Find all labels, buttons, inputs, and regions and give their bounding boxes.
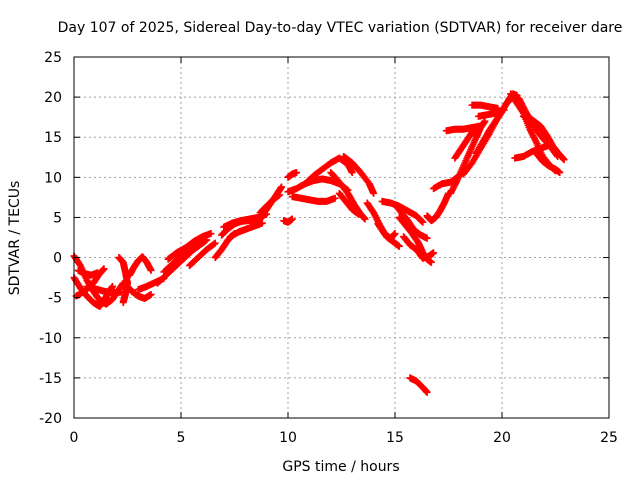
data-point-marker xyxy=(430,249,438,257)
axis-ticks: 0 5 10 15 20 25 -20 -15 -10 -5 0 5 10 15 20 25 xyxy=(39,50,618,446)
x-axis-label: GPS time / hours xyxy=(282,459,399,475)
data-track xyxy=(164,229,215,263)
data-point-marker xyxy=(119,298,127,306)
data-point-marker xyxy=(293,169,301,177)
data-track xyxy=(391,201,431,242)
x-tick-label: 5 xyxy=(177,430,186,446)
data-point-marker xyxy=(370,189,378,197)
data-track xyxy=(532,149,564,177)
x-tick-label: 20 xyxy=(493,430,511,446)
data-track xyxy=(335,189,363,218)
y-tick-label: -5 xyxy=(48,291,62,307)
y-tick-label: -15 xyxy=(39,371,62,387)
data-track xyxy=(442,122,485,135)
data-point-marker xyxy=(481,117,489,125)
data-track xyxy=(124,282,155,302)
data-point-marker xyxy=(419,218,427,226)
data-point-marker xyxy=(395,242,403,250)
y-tick-label: -10 xyxy=(39,331,62,347)
data-point-marker xyxy=(556,169,564,177)
y-tick-label: 10 xyxy=(44,170,62,186)
data-track xyxy=(186,239,219,270)
data-point-marker xyxy=(355,210,363,218)
data-track xyxy=(340,152,378,197)
data-point-marker xyxy=(100,265,108,273)
data-track xyxy=(474,106,508,120)
data-point-marker xyxy=(288,215,296,223)
data-point-marker xyxy=(147,266,155,274)
data-track xyxy=(400,233,438,262)
y-tick-label: 5 xyxy=(53,210,62,226)
data-point-marker xyxy=(348,169,356,177)
data-track xyxy=(406,374,431,396)
y-tick-label: 0 xyxy=(53,251,62,267)
data-point-marker xyxy=(391,229,399,237)
y-axis-label: SDTVAR / TECUs xyxy=(7,181,23,296)
data-point-marker xyxy=(427,258,435,266)
plot-frame xyxy=(73,56,610,419)
y-tick-label: -20 xyxy=(39,411,62,427)
y-tick-label: 25 xyxy=(44,50,62,66)
data-track xyxy=(83,282,125,297)
x-tick-label: 15 xyxy=(386,430,404,446)
data-track xyxy=(423,189,452,225)
data-point-marker xyxy=(423,388,431,396)
data-track xyxy=(468,101,502,112)
data-point-marker xyxy=(500,106,508,114)
data-point-marker xyxy=(278,183,286,191)
data-track xyxy=(126,253,155,279)
data-point-marker xyxy=(211,239,219,247)
data-point-marker xyxy=(331,194,339,202)
x-tick-label: 25 xyxy=(600,430,618,446)
data-point-marker xyxy=(109,282,117,290)
data-track xyxy=(519,112,568,164)
data-point-marker xyxy=(207,229,215,237)
data-point-marker xyxy=(94,269,102,277)
chart-title: Day 107 of 2025, Sidereal Day-to-day VTE… xyxy=(58,20,623,36)
data-track xyxy=(511,141,553,162)
data-point-marker xyxy=(275,191,283,199)
x-tick-label: 0 xyxy=(70,430,79,446)
y-tick-label: 15 xyxy=(44,130,62,146)
data-point-marker xyxy=(361,215,369,223)
data-point-marker xyxy=(560,156,568,164)
data-point-marker xyxy=(545,141,553,149)
data-point-marker xyxy=(477,122,485,130)
x-tick-label: 10 xyxy=(279,430,297,446)
data-track xyxy=(256,191,283,217)
data-track xyxy=(288,193,339,205)
data-track xyxy=(74,266,102,279)
data-point-marker xyxy=(418,217,426,225)
data-track xyxy=(115,254,131,306)
data-point-marker xyxy=(210,240,218,248)
data-track xyxy=(374,220,399,242)
data-track xyxy=(280,215,296,226)
data-point-marker xyxy=(147,290,155,298)
data-point-marker xyxy=(423,234,431,242)
y-tick-label: 20 xyxy=(44,90,62,106)
data-track xyxy=(284,169,301,181)
